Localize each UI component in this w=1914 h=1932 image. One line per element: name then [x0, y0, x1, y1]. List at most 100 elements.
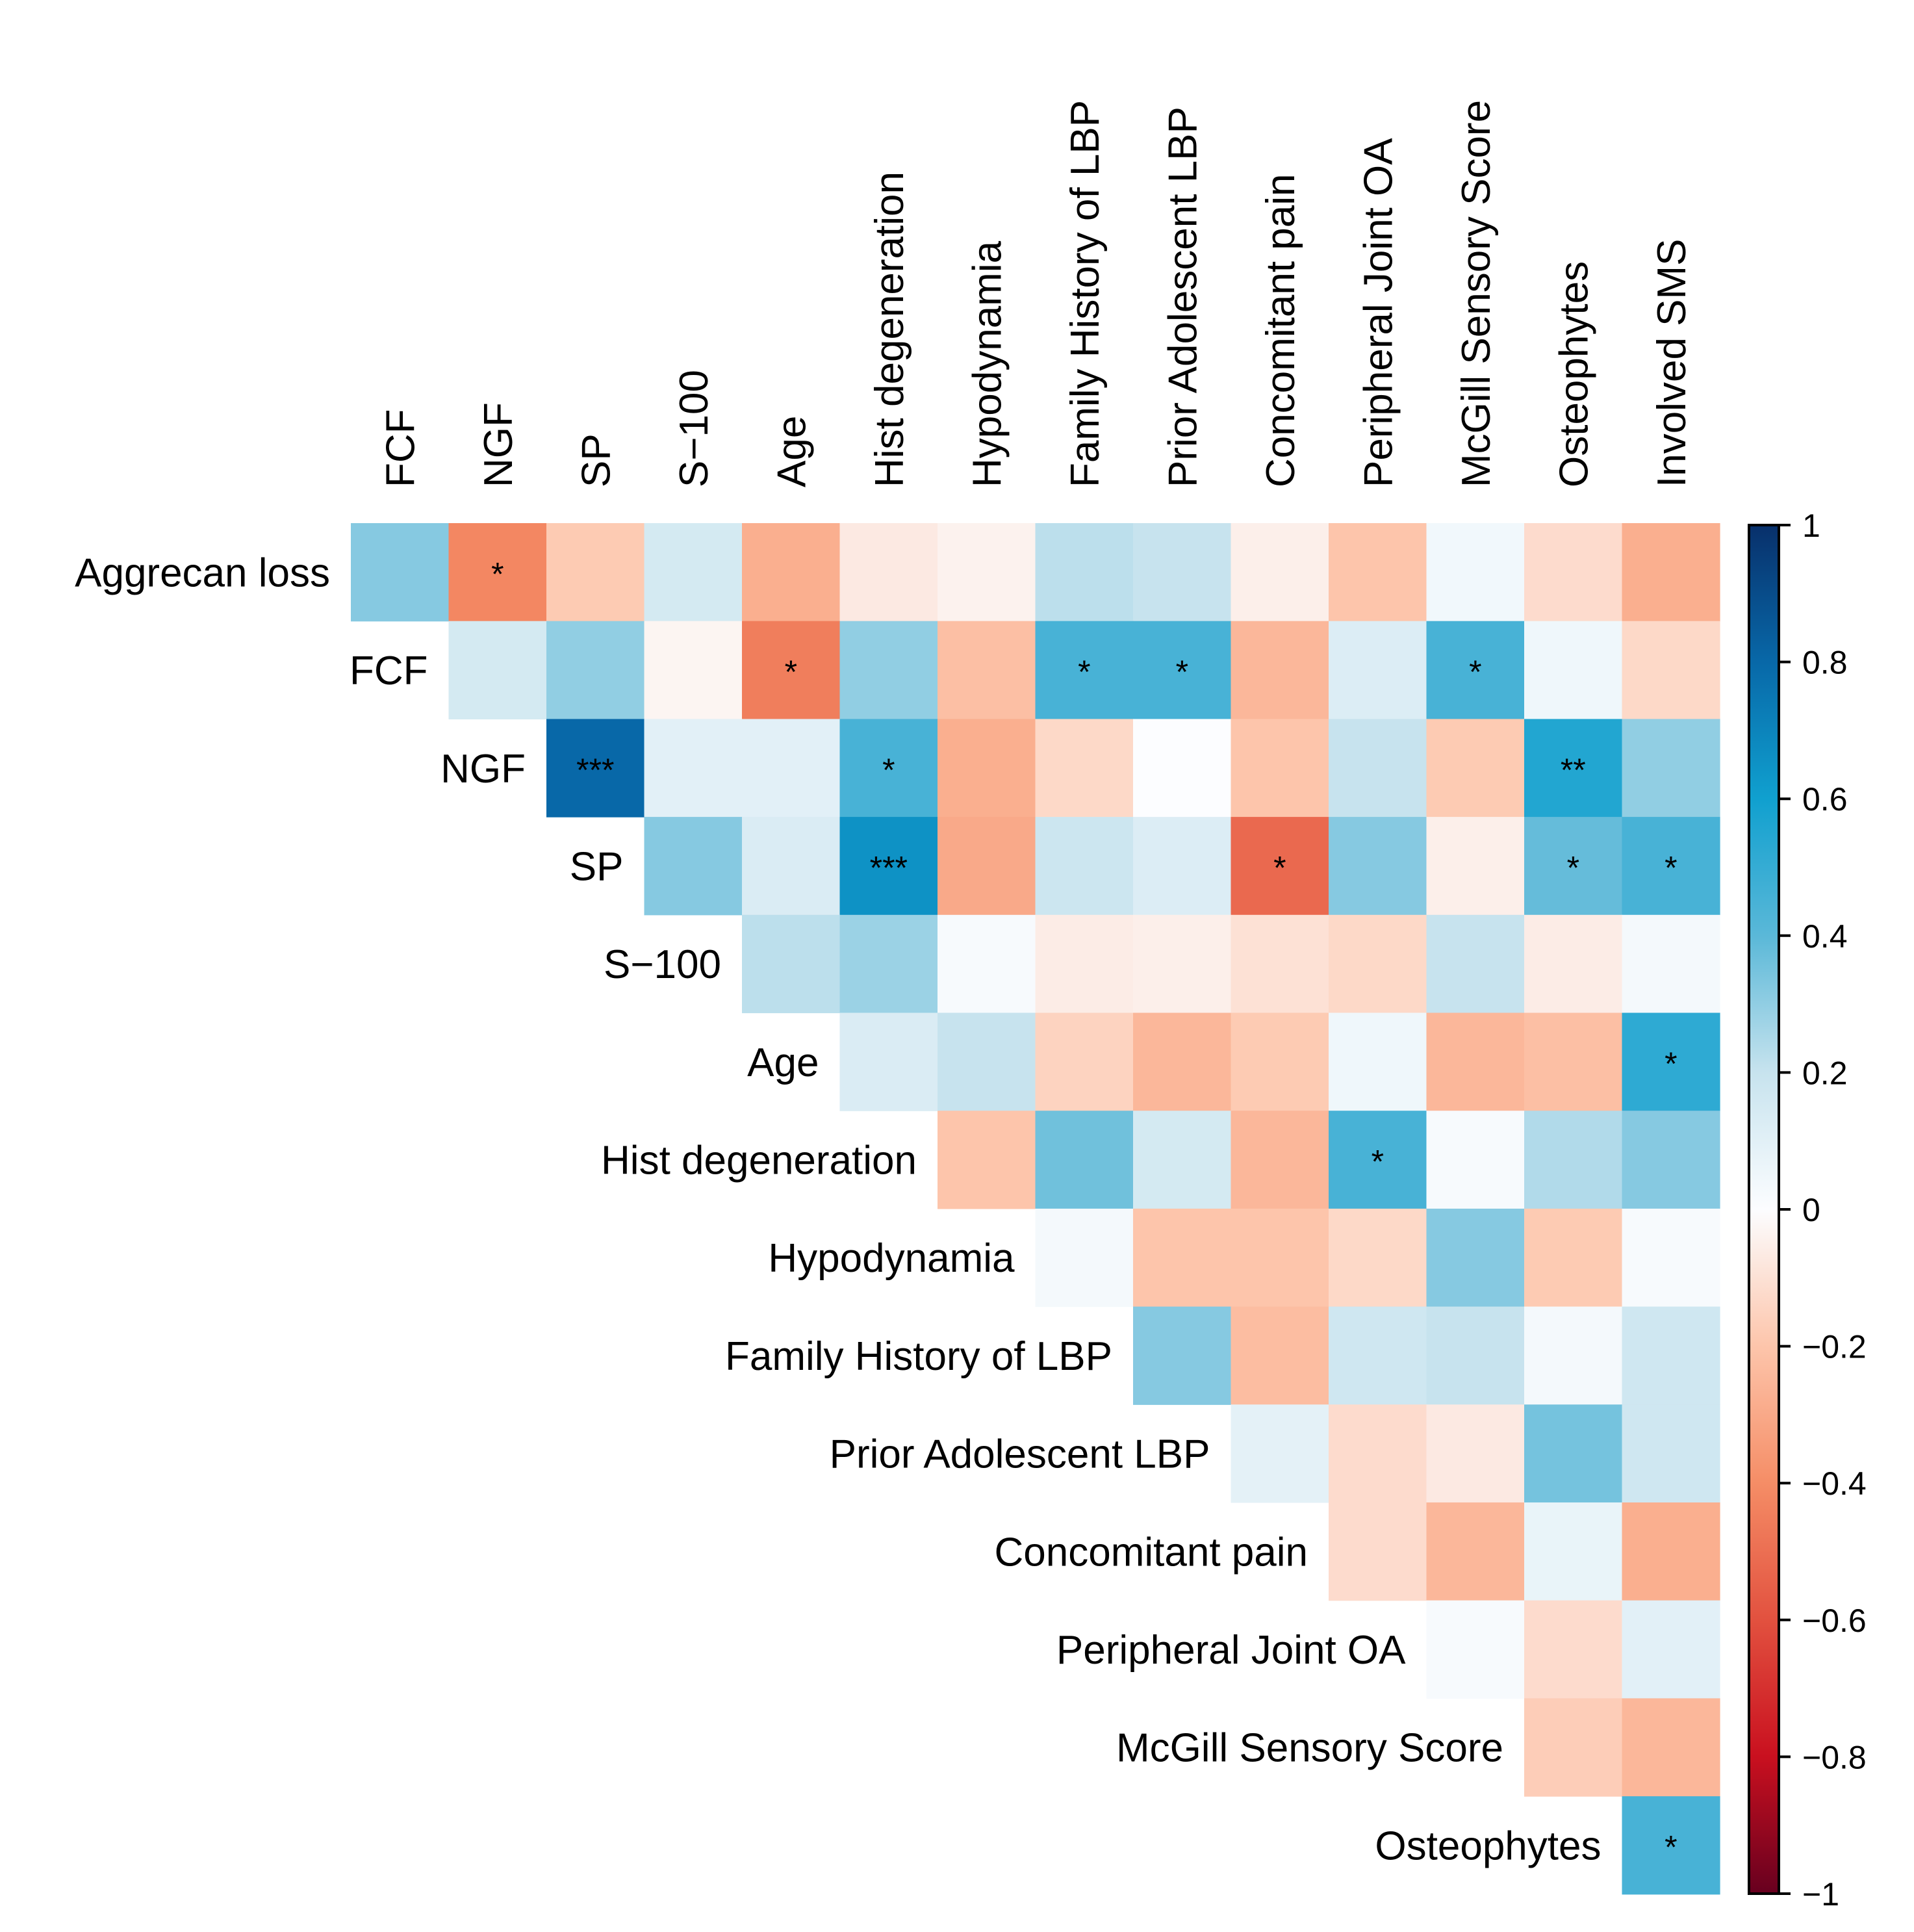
colorbar-tick-label: 1	[1802, 508, 1820, 544]
colorbar-tick-label: −1	[1802, 1876, 1839, 1913]
cell-family-history-of-lbp-prior-adolescent-lbp	[1133, 1306, 1232, 1405]
colorbar-gradient	[1749, 525, 1779, 1894]
cell-aggrecan-loss-mcgill-sensory-score	[1426, 523, 1525, 622]
cell-fcf-concomitant-pain	[1231, 621, 1329, 719]
significance-marker: *	[1665, 849, 1677, 886]
row-label-peripheral-joint-oa: Peripheral Joint OA	[1056, 1628, 1406, 1673]
cell-mcgill-sensory-score-osteophytes	[1524, 1698, 1623, 1797]
column-label-s-100: S−100	[672, 370, 717, 487]
cell-hist-degeneration-mcgill-sensory-score	[1426, 1111, 1525, 1209]
cell-s-100-mcgill-sensory-score	[1426, 914, 1525, 1014]
cell-fcf-sp	[546, 621, 645, 719]
column-label-hypodynamia: Hypodynamia	[965, 240, 1010, 487]
significance-marker: *	[1665, 1046, 1677, 1082]
colorbar-tick-label: −0.6	[1802, 1603, 1867, 1639]
cell-fcf-hist-degeneration	[839, 621, 938, 719]
column-label-mcgill-sensory-score: McGill Sensory Score	[1454, 100, 1499, 487]
colorbar-tick-label: 0.4	[1802, 918, 1848, 955]
cell-ngf-involved-sms	[1622, 719, 1720, 818]
cell-hypodynamia-prior-adolescent-lbp	[1133, 1208, 1232, 1307]
cell-hist-degeneration-hypodynamia	[938, 1111, 1036, 1209]
cell-aggrecan-loss-age	[742, 523, 841, 622]
cell-ngf-peripheral-joint-oa	[1329, 719, 1427, 818]
cell-fcf-age	[742, 621, 841, 719]
cell-fcf-osteophytes	[1524, 621, 1623, 719]
cell-osteophytes-involved-sms	[1622, 1796, 1720, 1895]
cell-sp-prior-adolescent-lbp	[1133, 817, 1232, 916]
significance-marker: **	[1561, 752, 1586, 788]
cell-concomitant-pain-involved-sms	[1622, 1502, 1720, 1601]
cell-prior-adolescent-lbp-concomitant-pain	[1231, 1404, 1329, 1503]
colorbar: 1 0.8 0.6 0.4 0.2 0 −0.2 −0.4 −0.6 −0.8 −1	[1748, 508, 1867, 1913]
column-label-ngf: NGF	[476, 402, 521, 487]
cell-hist-degeneration-osteophytes	[1524, 1111, 1623, 1209]
cell-aggrecan-loss-sp	[546, 523, 645, 622]
cell-age-involved-sms	[1622, 1012, 1720, 1111]
cell-ngf-s-100	[644, 719, 743, 818]
cell-family-history-of-lbp-involved-sms	[1622, 1306, 1720, 1405]
significance-marker: *	[1567, 849, 1579, 886]
significance-markers: ** * * **** * ***** * * ****	[491, 556, 1677, 1865]
row-label-prior-adolescent-lbp: Prior Adolescent LBP	[830, 1432, 1210, 1477]
cell-sp-peripheral-joint-oa	[1329, 817, 1427, 916]
cell-family-history-of-lbp-mcgill-sensory-score	[1426, 1306, 1525, 1405]
cell-s-100-hist-degeneration	[839, 914, 938, 1014]
significance-marker: *	[491, 556, 504, 592]
heatmap-cells	[351, 523, 1720, 1895]
cell-fcf-prior-adolescent-lbp	[1133, 621, 1232, 719]
cell-age-hist-degeneration	[839, 1012, 938, 1111]
column-label-involved-sms: Involved SMS	[1650, 238, 1694, 487]
column-label-osteophytes: Osteophytes	[1551, 261, 1596, 487]
cell-prior-adolescent-lbp-osteophytes	[1524, 1404, 1623, 1503]
row-label-hypodynamia: Hypodynamia	[768, 1236, 1015, 1281]
cell-hypodynamia-involved-sms	[1622, 1208, 1720, 1307]
cell-mcgill-sensory-score-involved-sms	[1622, 1698, 1720, 1797]
column-label-fcf: FCF	[378, 409, 423, 487]
cell-ngf-concomitant-pain	[1231, 719, 1329, 818]
cell-prior-adolescent-lbp-mcgill-sensory-score	[1426, 1404, 1525, 1503]
column-label-peripheral-joint-oa: Peripheral Joint OA	[1356, 138, 1401, 487]
cell-age-prior-adolescent-lbp	[1133, 1012, 1232, 1111]
cell-fcf-mcgill-sensory-score	[1426, 621, 1525, 719]
cell-family-history-of-lbp-peripheral-joint-oa	[1329, 1306, 1427, 1405]
column-label-family-history-of-lbp: Family History of LBP	[1063, 100, 1108, 487]
row-label-sp: SP	[570, 844, 624, 889]
cell-aggrecan-loss-family-history-of-lbp	[1035, 523, 1134, 622]
cell-s-100-osteophytes	[1524, 914, 1623, 1014]
cell-aggrecan-loss-prior-adolescent-lbp	[1133, 523, 1232, 622]
cell-age-mcgill-sensory-score	[1426, 1012, 1525, 1111]
cell-sp-family-history-of-lbp	[1035, 817, 1134, 916]
cell-age-hypodynamia	[938, 1012, 1036, 1111]
column-label-hist-degeneration: Hist degeneration	[867, 172, 912, 487]
cell-sp-s-100	[644, 817, 743, 916]
cell-hypodynamia-osteophytes	[1524, 1208, 1623, 1307]
cell-peripheral-joint-oa-osteophytes	[1524, 1600, 1623, 1699]
significance-marker: *	[1078, 654, 1090, 690]
significance-marker: *	[882, 752, 895, 788]
cell-concomitant-pain-mcgill-sensory-score	[1426, 1502, 1525, 1601]
cell-hypodynamia-concomitant-pain	[1231, 1208, 1329, 1307]
cell-ngf-family-history-of-lbp	[1035, 719, 1134, 818]
cell-hist-degeneration-involved-sms	[1622, 1111, 1720, 1209]
colorbar-tick-label: −0.8	[1802, 1739, 1867, 1775]
cell-ngf-hist-degeneration	[839, 719, 938, 818]
cell-prior-adolescent-lbp-involved-sms	[1622, 1404, 1720, 1503]
cell-aggrecan-loss-involved-sms	[1622, 523, 1720, 622]
column-labels: FCF NGF SP S−100 Age Hist degeneration Hypodyn…	[378, 100, 1694, 487]
cell-hypodynamia-peripheral-joint-oa	[1329, 1208, 1427, 1307]
cell-peripheral-joint-oa-involved-sms	[1622, 1600, 1720, 1699]
cell-peripheral-joint-oa-mcgill-sensory-score	[1426, 1600, 1525, 1699]
cell-family-history-of-lbp-concomitant-pain	[1231, 1306, 1329, 1405]
row-label-hist-degeneration: Hist degeneration	[601, 1139, 917, 1183]
cell-age-family-history-of-lbp	[1035, 1012, 1134, 1111]
cell-aggrecan-loss-peripheral-joint-oa	[1329, 523, 1427, 622]
row-label-aggrecan-loss: Aggrecan loss	[75, 550, 330, 595]
cell-fcf-family-history-of-lbp	[1035, 621, 1134, 719]
cell-sp-age	[742, 817, 841, 916]
cell-ngf-sp	[546, 719, 645, 818]
cell-hist-degeneration-peripheral-joint-oa	[1329, 1111, 1427, 1209]
cell-ngf-osteophytes	[1524, 719, 1623, 818]
cell-hypodynamia-mcgill-sensory-score	[1426, 1208, 1525, 1307]
cell-ngf-mcgill-sensory-score	[1426, 719, 1525, 818]
significance-marker: *	[1469, 654, 1481, 690]
